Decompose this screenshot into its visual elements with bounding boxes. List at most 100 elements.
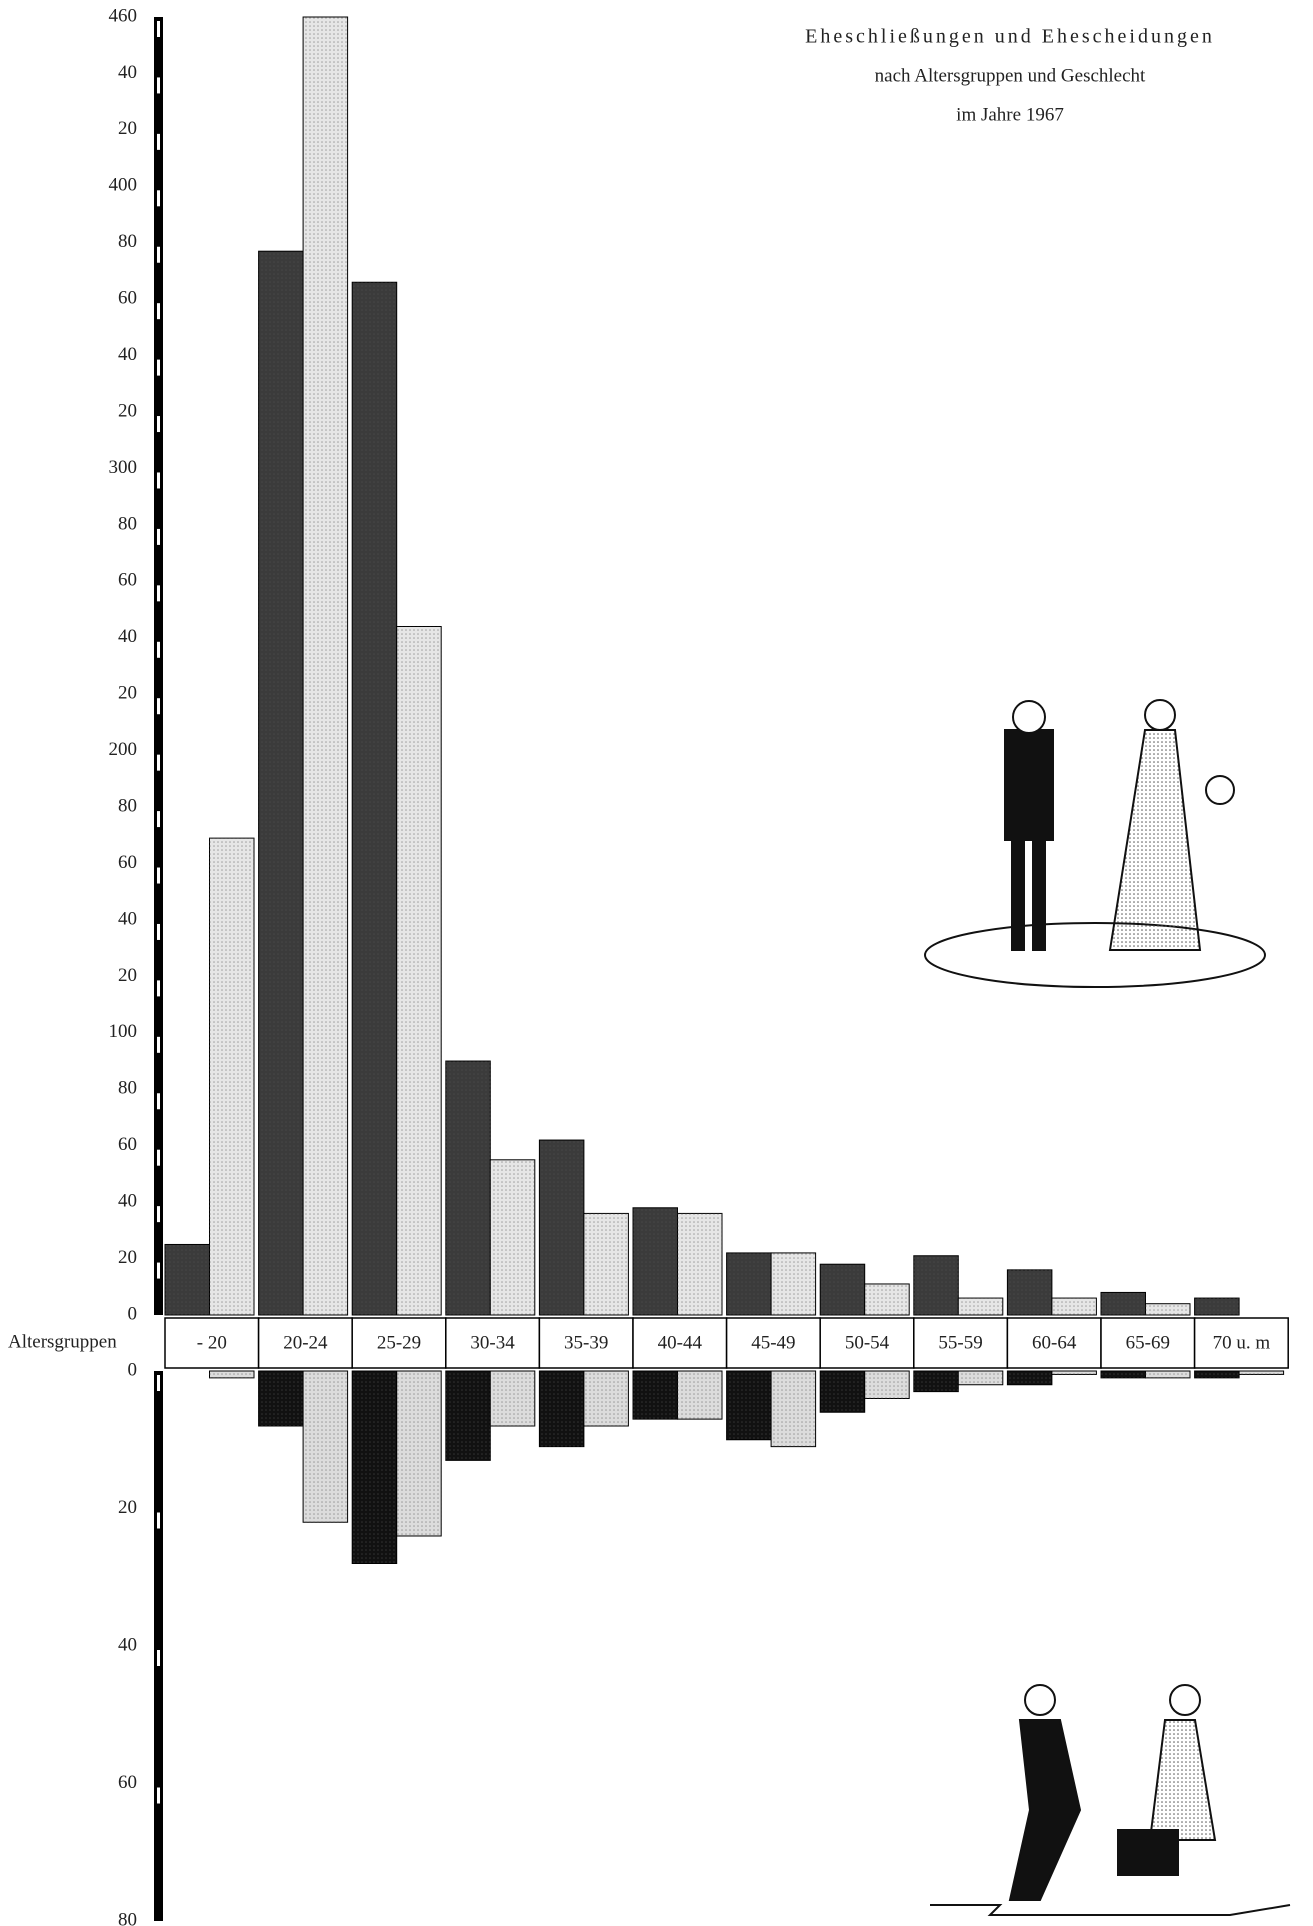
category-cell: [164, 1317, 260, 1369]
y-tick-label: 60: [118, 288, 137, 309]
bar-texture: [352, 1371, 397, 1564]
y-tick-label: 80: [118, 513, 137, 534]
bar-texture: [1051, 1371, 1097, 1375]
bar-texture: [820, 1371, 865, 1413]
bar-texture: [864, 1371, 910, 1399]
bar-texture: [633, 1207, 678, 1315]
y-tick-label: 400: [109, 175, 138, 196]
chart-subtitle: nach Altersgruppen und Geschlecht: [875, 65, 1146, 86]
category-cell: [1006, 1317, 1102, 1369]
y-tick-label: 60: [118, 1772, 137, 1793]
bar-texture: [1145, 1303, 1190, 1315]
x-tick-label: 55-59: [938, 1332, 982, 1353]
y-tick-label: 40: [118, 344, 137, 365]
y-tick-label: 300: [109, 457, 138, 478]
chart-title: Eheschließungen und Ehescheidungen: [805, 26, 1215, 48]
y-tick-label: 20: [118, 1247, 137, 1268]
bar-texture: [913, 1255, 959, 1315]
category-cell: [819, 1317, 915, 1369]
x-tick-label: 70 u. m: [1213, 1332, 1271, 1353]
y-tick-label: 0: [128, 1303, 138, 1324]
bar-texture: [1007, 1371, 1052, 1385]
bar-texture: [396, 1371, 442, 1536]
bar-texture: [1007, 1269, 1052, 1315]
category-cell: [257, 1317, 353, 1369]
bar-texture: [209, 838, 254, 1315]
x-tick-label: 30-34: [470, 1332, 515, 1353]
category-cell: [1100, 1317, 1196, 1369]
y-tick-label: 100: [109, 1021, 138, 1042]
bar-texture: [539, 1140, 584, 1315]
y-tick-label: 40: [118, 1190, 137, 1211]
bar-texture: [539, 1371, 584, 1447]
x-tick-label: 40-44: [658, 1332, 703, 1353]
y-tick-label: 40: [118, 908, 137, 929]
y-tick-label: 20: [118, 683, 137, 704]
bar-texture: [771, 1371, 816, 1447]
y-tick-label: 0: [128, 1359, 138, 1380]
bar-texture: [258, 251, 304, 1315]
axis-bar: [154, 1371, 163, 1921]
y-tick-label: 40: [118, 1634, 137, 1655]
bar-texture: [726, 1371, 772, 1440]
bar-texture: [864, 1283, 910, 1315]
bar-texture: [820, 1264, 865, 1315]
bar-texture: [258, 1371, 304, 1426]
bar-texture: [490, 1371, 535, 1426]
bar-texture: [1101, 1371, 1146, 1378]
y-tick-label: 200: [109, 739, 138, 760]
bar-texture: [352, 282, 397, 1316]
y-tick-label: 20: [118, 965, 137, 986]
bar-texture: [209, 1371, 254, 1378]
illustration-parting: [930, 1684, 1291, 1916]
category-cell: [538, 1317, 634, 1369]
bar-texture: [1101, 1292, 1146, 1315]
bar-texture: [396, 626, 442, 1315]
category-cell: [725, 1317, 821, 1369]
y-tick-label: 60: [118, 1134, 137, 1155]
y-tick-label: 80: [118, 795, 137, 816]
x-tick-label: 20-24: [283, 1332, 328, 1353]
bar-texture: [165, 1244, 210, 1315]
y-tick-label: 460: [109, 5, 138, 26]
y-tick-label: 80: [118, 1078, 137, 1099]
bar-texture: [958, 1298, 1003, 1315]
y-tick-label: 20: [118, 1497, 137, 1518]
bar-texture: [726, 1252, 772, 1315]
axis-bar: [154, 17, 163, 1315]
illustration-couple: [924, 699, 1266, 988]
x-tick-label: 60-64: [1032, 1332, 1077, 1353]
bar-texture: [303, 17, 348, 1315]
y-tick-label: 80: [118, 1909, 137, 1926]
y-tick-label: 40: [118, 62, 137, 83]
x-axis-label: Altersgruppen: [8, 1331, 117, 1352]
x-tick-label: 35-39: [564, 1332, 608, 1353]
x-tick-label: 65-69: [1126, 1332, 1170, 1353]
y-tick-label: 80: [118, 231, 137, 252]
y-tick-label: 60: [118, 852, 137, 873]
x-tick-label: 45-49: [751, 1332, 795, 1353]
y-tick-label: 40: [118, 626, 137, 647]
y-tick-label: 60: [118, 570, 137, 591]
category-cell: [445, 1317, 541, 1369]
bar-texture: [303, 1371, 348, 1523]
bar-texture: [445, 1371, 491, 1461]
bar-texture: [583, 1213, 629, 1315]
x-tick-label: 50-54: [845, 1332, 890, 1353]
bar-texture: [1194, 1298, 1240, 1315]
bar-texture: [958, 1371, 1003, 1385]
category-cell: [351, 1317, 447, 1369]
bar-texture: [1194, 1371, 1240, 1378]
bar-texture: [583, 1371, 629, 1426]
bar-texture: [677, 1371, 722, 1420]
bar-texture: [1051, 1298, 1097, 1315]
bar-texture: [633, 1371, 678, 1420]
bar-texture: [1239, 1371, 1284, 1375]
x-tick-label: - 20: [197, 1332, 227, 1353]
chart-subtitle: im Jahre 1967: [956, 104, 1064, 125]
bar-texture: [913, 1371, 959, 1392]
bar-texture: [445, 1061, 491, 1315]
bar-texture: [490, 1159, 535, 1315]
